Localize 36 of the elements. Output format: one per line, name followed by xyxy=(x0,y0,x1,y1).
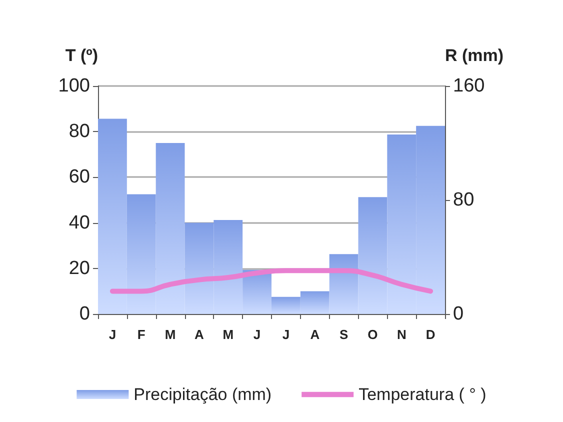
x-tick-label: J xyxy=(253,327,261,342)
y2-axis-title: R (mm) xyxy=(445,46,504,65)
bar xyxy=(358,197,388,314)
bar xyxy=(156,143,185,314)
x-tick-label: A xyxy=(194,327,205,342)
x-tick-label: J xyxy=(108,327,116,342)
bar xyxy=(126,194,156,314)
bar xyxy=(214,220,243,314)
x-tick-label: J xyxy=(282,327,290,342)
bar xyxy=(98,118,127,314)
x-tick-label: S xyxy=(339,327,348,342)
x-tick-label: O xyxy=(368,327,378,342)
bar xyxy=(416,126,445,314)
x-tick-label: M xyxy=(164,327,176,342)
x-tick-label: D xyxy=(426,327,436,342)
x-tick-label: F xyxy=(137,327,146,342)
bar xyxy=(387,134,416,314)
y-axis-title: T (º) xyxy=(65,46,98,65)
y-tick-label: 60 xyxy=(68,166,90,188)
x-tick-label: M xyxy=(222,327,234,342)
bar xyxy=(300,291,330,314)
y2-tick-label: 80 xyxy=(453,190,474,210)
legend-label: Temperatura ( ° ) xyxy=(358,385,486,404)
y-tick-label: 0 xyxy=(79,304,90,324)
y2-tick-label: 160 xyxy=(453,76,485,96)
y-tick-label: 40 xyxy=(68,212,90,234)
bar xyxy=(329,254,358,314)
y2-tick-label: 0 xyxy=(453,304,464,324)
bar xyxy=(184,222,214,314)
x-tick-label: A xyxy=(310,327,320,342)
y-tick-label: 20 xyxy=(68,258,90,279)
y-tick-label: 80 xyxy=(68,121,90,142)
legend-label: Precipitação (mm) xyxy=(134,385,272,404)
x-tick-label: N xyxy=(396,327,406,342)
bar xyxy=(272,296,300,314)
y-tick-label: 100 xyxy=(58,76,90,96)
